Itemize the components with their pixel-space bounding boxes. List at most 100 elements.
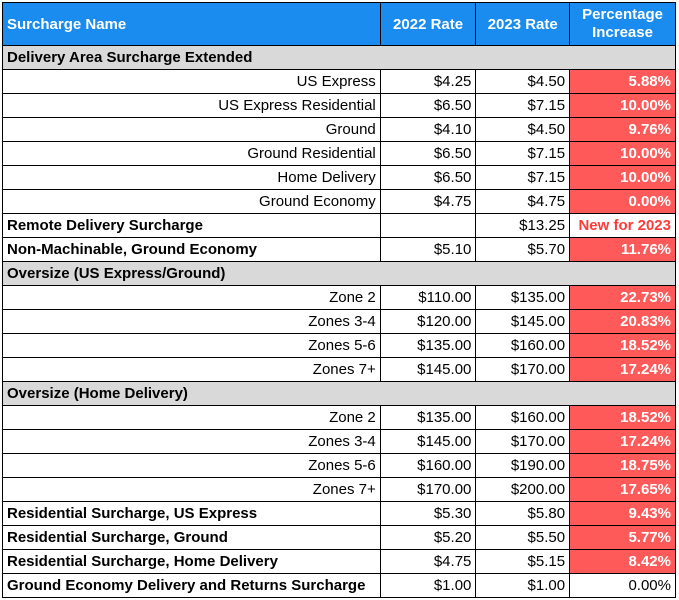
surcharge-name-cell: Residential Surcharge, Ground bbox=[2, 525, 381, 550]
percentage-increase-cell: 10.00% bbox=[569, 141, 676, 166]
rate-2022-cell: $6.50 bbox=[379, 165, 477, 190]
rate-2023-cell: $135.00 bbox=[475, 285, 571, 310]
percentage-increase-cell: 5.88% bbox=[569, 69, 676, 94]
percentage-increase-cell: 0.00% bbox=[569, 189, 676, 214]
section-title: Oversize (Home Delivery) bbox=[2, 381, 676, 406]
rate-2023-cell: $4.50 bbox=[475, 69, 571, 94]
rate-2022-cell: $110.00 bbox=[379, 285, 477, 310]
table-row: Zones 5-6 $135.00 $160.00 18.52% bbox=[2, 333, 676, 358]
rate-2022-cell: $135.00 bbox=[379, 405, 477, 430]
percentage-increase-cell: 20.83% bbox=[569, 309, 676, 334]
rate-2023-cell: $5.70 bbox=[475, 237, 571, 262]
surcharge-name-cell: Zones 7+ bbox=[2, 357, 381, 382]
surcharge-name-cell: Ground Economy Delivery and Returns Surc… bbox=[2, 573, 381, 598]
percentage-increase-cell: 5.77% bbox=[569, 525, 676, 550]
table-row: Ground Economy $4.75 $4.75 0.00% bbox=[2, 189, 676, 214]
surcharge-name-cell: Remote Delivery Surcharge bbox=[2, 213, 381, 238]
rate-2023-cell: $4.50 bbox=[475, 117, 571, 142]
rate-2022-cell: $5.30 bbox=[379, 501, 477, 526]
table-row: Zones 5-6 $160.00 $190.00 18.75% bbox=[2, 453, 676, 478]
header-percentage-increase: Percentage Increase bbox=[569, 2, 676, 46]
rate-2023-cell: $170.00 bbox=[475, 429, 571, 454]
table-row: Zone 2 $110.00 $135.00 22.73% bbox=[2, 285, 676, 310]
surcharge-name-cell: Ground Residential bbox=[2, 141, 381, 166]
rate-2023-cell: $170.00 bbox=[475, 357, 571, 382]
rate-2022-cell: $1.00 bbox=[379, 573, 477, 598]
section-title: Delivery Area Surcharge Extended bbox=[2, 45, 676, 70]
table-row: Home Delivery $6.50 $7.15 10.00% bbox=[2, 165, 676, 190]
rate-2022-cell: $145.00 bbox=[379, 429, 477, 454]
rate-2023-cell: $7.15 bbox=[475, 93, 571, 118]
rate-2022-cell: $4.75 bbox=[379, 549, 477, 574]
rate-2022-cell: $6.50 bbox=[379, 141, 477, 166]
percentage-increase-cell: 9.76% bbox=[569, 117, 676, 142]
rate-2022-cell: $5.10 bbox=[379, 237, 477, 262]
rate-2023-cell: $160.00 bbox=[475, 333, 571, 358]
surcharge-name-cell: US Express bbox=[2, 69, 381, 94]
table-row: Residential Surcharge, Ground $5.20 $5.50 5… bbox=[2, 525, 676, 550]
header-pct-line1: Percentage bbox=[582, 6, 663, 23]
rate-2023-cell: $13.25 bbox=[475, 213, 571, 238]
section-header-row: Oversize (US Express/Ground) bbox=[2, 261, 676, 286]
rate-2023-cell: $190.00 bbox=[475, 453, 571, 478]
table-row: Ground $4.10 $4.50 9.76% bbox=[2, 117, 676, 142]
section-title: Oversize (US Express/Ground) bbox=[2, 261, 676, 286]
table-row: US Express Residential $6.50 $7.15 10.00% bbox=[2, 93, 676, 118]
rate-2023-cell: $7.15 bbox=[475, 141, 571, 166]
percentage-increase-cell: 8.42% bbox=[569, 549, 676, 574]
table-row: Residential Surcharge, US Express $5.30 $5… bbox=[2, 501, 676, 526]
table-row: Zone 2 $135.00 $160.00 18.52% bbox=[2, 405, 676, 430]
percentage-increase-cell: 17.24% bbox=[569, 357, 676, 382]
percentage-increase-cell: 22.73% bbox=[569, 285, 676, 310]
rate-2022-cell: $160.00 bbox=[379, 453, 477, 478]
table-row: Zones 3-4 $120.00 $145.00 20.83% bbox=[2, 309, 676, 334]
rate-2023-cell: $160.00 bbox=[475, 405, 571, 430]
percentage-increase-cell: 9.43% bbox=[569, 501, 676, 526]
header-2022-rate: 2022 Rate bbox=[379, 2, 477, 46]
table-row: Ground Economy Delivery and Returns Surc… bbox=[2, 573, 676, 598]
rate-2023-cell: $200.00 bbox=[475, 477, 571, 502]
header-row: Surcharge Name 2022 Rate 2023 Rate Perce… bbox=[2, 2, 676, 46]
rate-2022-cell: $4.10 bbox=[379, 117, 477, 142]
table-row: Remote Delivery Surcharge $13.25 New for 2… bbox=[2, 213, 676, 238]
table-row: US Express $4.25 $4.50 5.88% bbox=[2, 69, 676, 94]
rate-2023-cell: $7.15 bbox=[475, 165, 571, 190]
rate-2022-cell: $170.00 bbox=[379, 477, 477, 502]
surcharge-name-cell: Zone 2 bbox=[2, 405, 381, 430]
rate-2023-cell: $145.00 bbox=[475, 309, 571, 334]
rate-2023-cell: $5.15 bbox=[475, 549, 571, 574]
surcharge-name-cell: Zones 5-6 bbox=[2, 453, 381, 478]
rate-2022-cell: $120.00 bbox=[379, 309, 477, 334]
rate-2022-cell bbox=[379, 213, 477, 238]
rate-2022-cell: $145.00 bbox=[379, 357, 477, 382]
surcharge-name-cell: Residential Surcharge, Home Delivery bbox=[2, 549, 381, 574]
header-surcharge-name: Surcharge Name bbox=[2, 2, 381, 46]
rate-2023-cell: $5.50 bbox=[475, 525, 571, 550]
table-row: Ground Residential $6.50 $7.15 10.00% bbox=[2, 141, 676, 166]
percentage-increase-cell: 17.24% bbox=[569, 429, 676, 454]
surcharge-name-cell: Zones 7+ bbox=[2, 477, 381, 502]
rate-2023-cell: $4.75 bbox=[475, 189, 571, 214]
surcharge-name-cell: Home Delivery bbox=[2, 165, 381, 190]
table-row: Zones 7+ $145.00 $170.00 17.24% bbox=[2, 357, 676, 382]
percentage-increase-cell: 17.65% bbox=[569, 477, 676, 502]
rate-2022-cell: $4.25 bbox=[379, 69, 477, 94]
surcharge-name-cell: Zones 3-4 bbox=[2, 429, 381, 454]
percentage-increase-cell: 10.00% bbox=[569, 165, 676, 190]
surcharge-name-cell: Non-Machinable, Ground Economy bbox=[2, 237, 381, 262]
table-row: Non-Machinable, Ground Economy $5.10 $5.70… bbox=[2, 237, 676, 262]
rate-2023-cell: $5.80 bbox=[475, 501, 571, 526]
percentage-increase-cell: 18.52% bbox=[569, 405, 676, 430]
header-pct-line2: Increase bbox=[592, 24, 653, 41]
rate-2022-cell: $6.50 bbox=[379, 93, 477, 118]
percentage-increase-cell: 18.52% bbox=[569, 333, 676, 358]
surcharge-name-cell: US Express Residential bbox=[2, 93, 381, 118]
section-header-row: Oversize (Home Delivery) bbox=[2, 381, 676, 406]
percentage-increase-cell: 0.00% bbox=[569, 573, 676, 598]
table-row: Residential Surcharge, Home Delivery $4.7… bbox=[2, 549, 676, 574]
surcharge-name-cell: Ground Economy bbox=[2, 189, 381, 214]
rate-2022-cell: $135.00 bbox=[379, 333, 477, 358]
rate-2022-cell: $5.20 bbox=[379, 525, 477, 550]
section-header-row: Delivery Area Surcharge Extended bbox=[2, 45, 676, 70]
